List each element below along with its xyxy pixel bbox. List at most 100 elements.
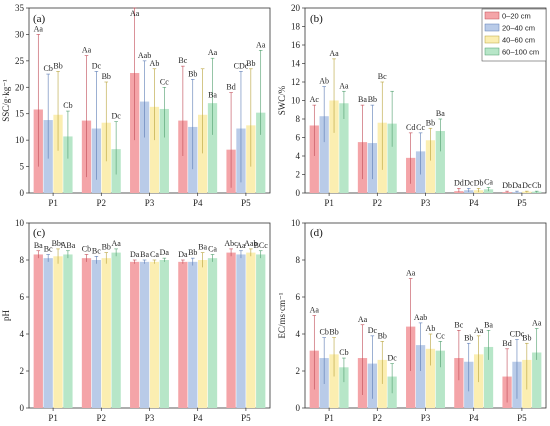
y-tick-label: 2 bbox=[20, 366, 25, 376]
bar-P1-s1 bbox=[33, 254, 43, 408]
x-tick-label: P3 bbox=[145, 198, 155, 208]
y-tick-label: 10 bbox=[15, 218, 25, 228]
x-tick-label: P5 bbox=[241, 413, 251, 423]
bar-P4-s4 bbox=[207, 258, 218, 408]
significance-label: Bc bbox=[378, 72, 387, 81]
significance-label: Ac bbox=[310, 95, 320, 104]
y-tick-label: 10 bbox=[291, 218, 301, 228]
significance-label: Ba bbox=[436, 109, 445, 118]
significance-label: Bb bbox=[368, 95, 377, 104]
significance-label: Dc bbox=[387, 354, 397, 363]
bar-P5-s1 bbox=[226, 252, 236, 408]
significance-label: Aab bbox=[414, 313, 427, 322]
y-tick-label: 2 bbox=[296, 366, 301, 376]
y-tick-label: 30 bbox=[15, 29, 25, 39]
significance-label: Ba bbox=[34, 241, 43, 250]
y-tick-label: 18 bbox=[291, 22, 301, 32]
legend-entry: 60–100 cm bbox=[502, 48, 539, 57]
bar-P5-s4 bbox=[256, 112, 266, 193]
significance-label: Aa bbox=[358, 315, 368, 324]
legend-entry: 20–40 cm bbox=[502, 24, 535, 33]
y-tick-label: 4 bbox=[296, 329, 301, 339]
bar-P4-s3 bbox=[198, 260, 208, 408]
significance-label: Bd bbox=[226, 83, 235, 92]
y-tick-label: 8 bbox=[296, 114, 301, 124]
y-tick-label: 2 bbox=[296, 170, 301, 180]
bar-P2-s2 bbox=[91, 260, 101, 408]
bar-P1-s4 bbox=[63, 136, 73, 193]
significance-label: Ba bbox=[484, 320, 493, 329]
bar-P5-s2 bbox=[236, 254, 246, 408]
significance-label: Cc bbox=[160, 77, 169, 86]
bar-P5-s3 bbox=[246, 252, 256, 408]
significance-label: Bb bbox=[188, 69, 197, 78]
y-tick-label: 25 bbox=[15, 56, 25, 66]
significance-label: Cb bbox=[319, 328, 328, 337]
significance-label: Aa bbox=[208, 48, 218, 57]
legend-swatch bbox=[484, 11, 500, 20]
x-tick-label: P5 bbox=[517, 198, 527, 208]
y-tick-label: 20 bbox=[291, 3, 301, 13]
significance-label: Ba bbox=[198, 243, 207, 252]
significance-label: Cb bbox=[43, 64, 52, 73]
bar-P3-s2 bbox=[415, 345, 426, 408]
significance-label: Cb bbox=[82, 244, 91, 253]
panel-label: (d) bbox=[310, 227, 323, 239]
y-tick-label: 8 bbox=[296, 255, 301, 265]
bar-P5-s4 bbox=[532, 352, 542, 408]
significance-label: Bb bbox=[246, 59, 255, 68]
significance-label: Aa bbox=[474, 326, 484, 335]
y-tick-label: 15 bbox=[15, 109, 25, 119]
bar-P3-s3 bbox=[149, 106, 160, 193]
significance-label: Aa bbox=[532, 318, 542, 327]
bar-P2-s4 bbox=[387, 123, 397, 193]
bar-P4-s1 bbox=[454, 358, 464, 408]
bar-P3-s3 bbox=[149, 261, 160, 408]
bar-P4-s4 bbox=[483, 346, 494, 408]
significance-label: Ab bbox=[426, 324, 436, 333]
y-tick-label: 0 bbox=[20, 403, 25, 413]
significance-label: Dc bbox=[92, 61, 102, 70]
significance-label: Abc bbox=[224, 239, 238, 248]
x-tick-label: P1 bbox=[48, 198, 58, 208]
significance-label: Da bbox=[160, 248, 170, 257]
significance-label: Bb bbox=[102, 243, 111, 252]
x-tick-label: P2 bbox=[97, 198, 107, 208]
significance-label: Aa bbox=[34, 24, 44, 33]
x-tick-label: P1 bbox=[324, 198, 334, 208]
y-axis-label: EC/ms·cm⁻¹ bbox=[277, 292, 287, 338]
legend-entry: 40–60 cm bbox=[502, 36, 535, 45]
x-tick-label: P4 bbox=[193, 198, 203, 208]
legend-swatch bbox=[484, 35, 500, 44]
significance-label: Aa bbox=[339, 81, 349, 90]
significance-label: ABa bbox=[61, 241, 76, 250]
bar-P3-s2 bbox=[139, 261, 150, 408]
y-tick-label: 0 bbox=[296, 403, 301, 413]
significance-label: Aab bbox=[244, 239, 257, 248]
x-tick-label: P3 bbox=[421, 198, 431, 208]
y-tick-label: 6 bbox=[296, 133, 301, 143]
significance-label: Aa bbox=[111, 239, 121, 248]
significance-label: Dc bbox=[522, 181, 532, 190]
panel-label: (a) bbox=[33, 13, 46, 25]
bar-P2-s3 bbox=[101, 258, 111, 408]
bar-P4-s3 bbox=[198, 114, 208, 193]
y-tick-label: 4 bbox=[20, 329, 25, 339]
x-tick-label: P5 bbox=[517, 413, 527, 423]
significance-label: Aa bbox=[310, 306, 320, 315]
significance-label: Bb bbox=[426, 118, 435, 127]
y-tick-label: 20 bbox=[15, 82, 25, 92]
y-tick-label: 12 bbox=[291, 77, 300, 87]
bar-P4-s4 bbox=[207, 103, 218, 193]
x-tick-label: P4 bbox=[469, 413, 479, 423]
bar-P3-s3 bbox=[425, 140, 436, 193]
significance-label: Ca bbox=[208, 244, 217, 253]
x-tick-label: P2 bbox=[97, 413, 107, 423]
panel-label: (c) bbox=[33, 227, 46, 239]
significance-label: Dd bbox=[454, 178, 464, 187]
bar-P4-s2 bbox=[188, 261, 198, 408]
significance-label: Aa bbox=[130, 9, 140, 18]
x-tick-label: P5 bbox=[241, 198, 251, 208]
